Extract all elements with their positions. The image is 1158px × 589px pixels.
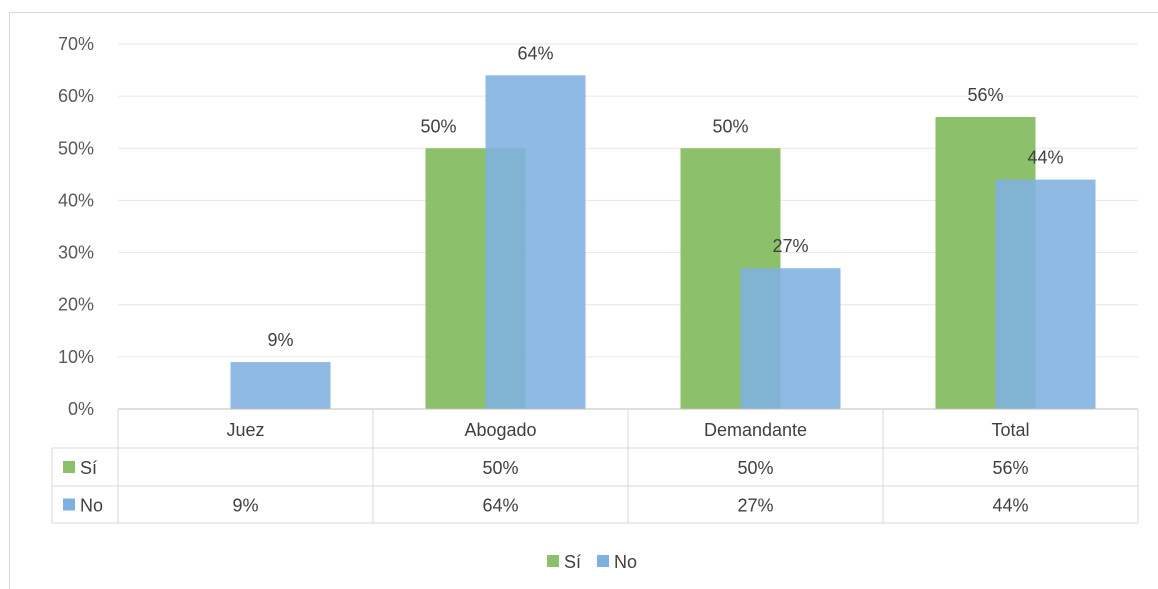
data-label: 9% <box>267 330 293 350</box>
y-tick-label: 20% <box>58 295 94 315</box>
table-series-name: No <box>80 496 103 516</box>
table-cell: 50% <box>737 458 773 478</box>
data-label: 50% <box>420 116 456 136</box>
table-series-name: Sí <box>80 458 97 478</box>
table-cell: 64% <box>482 496 518 516</box>
bar-no <box>230 362 331 409</box>
legend-label: Sí <box>564 552 581 572</box>
y-tick-label: 10% <box>58 347 94 367</box>
data-label: 27% <box>772 236 808 256</box>
legend-swatch <box>547 555 559 567</box>
bar-no <box>485 75 586 410</box>
y-tick-label: 40% <box>58 190 94 210</box>
y-tick-label: 0% <box>68 399 94 419</box>
data-label: 56% <box>967 85 1003 105</box>
legend-label: No <box>614 552 637 572</box>
y-tick-label: 30% <box>58 243 94 263</box>
category-label: Juez <box>226 420 264 440</box>
table-cell: 27% <box>737 496 773 516</box>
y-tick-label: 50% <box>58 138 94 158</box>
frame-border-left <box>9 12 10 589</box>
table-legend-swatch <box>63 498 75 511</box>
y-tick-label: 60% <box>58 86 94 106</box>
bar-no <box>995 179 1096 409</box>
table-cell: 50% <box>482 458 518 478</box>
bar-no <box>740 268 841 409</box>
category-label: Total <box>991 420 1029 440</box>
data-label: 64% <box>517 43 553 63</box>
table-cell: 44% <box>992 496 1028 516</box>
category-label: Demandante <box>704 420 807 440</box>
legend-swatch <box>597 555 609 567</box>
data-label: 50% <box>712 116 748 136</box>
table-legend-swatch <box>63 461 75 473</box>
y-tick-label: 70% <box>58 34 94 54</box>
table-cell: 56% <box>992 458 1028 478</box>
data-label: 44% <box>1027 148 1063 168</box>
table-cell: 9% <box>232 496 258 516</box>
category-label: Abogado <box>464 420 536 440</box>
frame-border-top <box>9 12 1158 13</box>
